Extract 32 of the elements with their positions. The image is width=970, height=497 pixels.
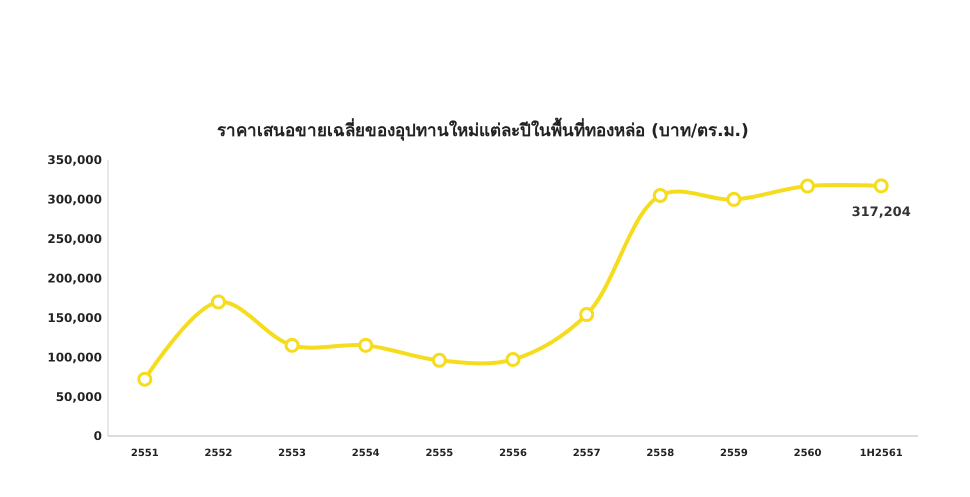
y-tick-label: 50,000	[56, 390, 102, 404]
data-label: 317,204	[852, 204, 911, 220]
point	[874, 178, 889, 194]
x-tick-label: 2559	[720, 448, 748, 459]
x-tick-label: 2560	[794, 448, 822, 459]
y-tick-label: 350,000	[47, 153, 102, 168]
point	[432, 352, 447, 368]
point	[652, 188, 668, 203]
y-tick-label: 150,000	[47, 310, 102, 325]
x-tick-label: 2555	[425, 448, 454, 459]
x-tick-label: 2553	[278, 448, 306, 459]
x-tick-label: 2557	[572, 448, 601, 459]
y-tick-label: 0	[94, 429, 102, 444]
point	[284, 338, 300, 353]
point	[358, 338, 374, 353]
x-tick-label: 2551	[130, 448, 159, 459]
y-tick-label: 200,000	[47, 271, 102, 286]
x-tick-label: 1H2561	[860, 448, 903, 459]
point	[726, 192, 742, 207]
x-tick-label: 2552	[204, 448, 232, 459]
y-tick-label: 300,000	[47, 192, 102, 207]
chart-title: ราคาเสนอขายเฉลี่ยของอุปทานใหม่แต่ละปีในพื้นที่ทองหล่อ (บาท/ตร.ม.)	[217, 117, 749, 141]
point	[137, 372, 152, 387]
x-tick-label: 2556	[499, 448, 527, 459]
point	[506, 352, 520, 368]
point	[579, 307, 594, 322]
point	[210, 294, 226, 310]
x-tick-label: 2558	[646, 448, 674, 459]
y-tick-label: 250,000	[47, 232, 102, 246]
x-tick-label: 2554	[352, 448, 380, 459]
y-tick-label: 100,000	[47, 350, 102, 364]
point	[800, 178, 816, 194]
